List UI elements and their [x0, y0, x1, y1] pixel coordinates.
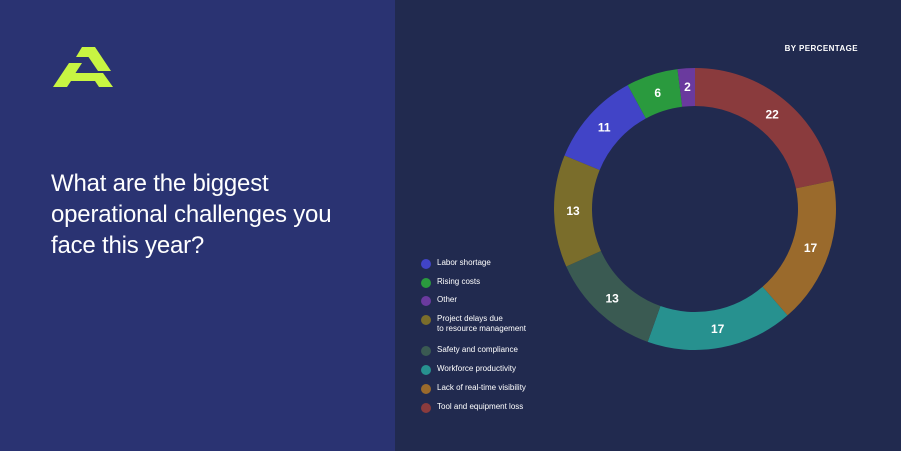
- legend-label: Other: [437, 295, 458, 304]
- donut-slice: [554, 155, 601, 267]
- legend-swatch: [421, 384, 431, 394]
- slice-value-label: 13: [605, 292, 619, 306]
- slice-value-label: 17: [804, 241, 818, 255]
- slice-value-label: 17: [711, 322, 725, 336]
- legend-item: Project delays due to resource managemen…: [421, 314, 557, 334]
- donut-slice: [762, 180, 836, 316]
- legend-swatch: [421, 278, 431, 288]
- legend-swatch: [421, 296, 431, 306]
- slice-value-label: 22: [765, 107, 779, 121]
- slice-value-label: 6: [654, 86, 661, 100]
- donut-slice: [564, 85, 646, 170]
- slice-value-label: 11: [598, 121, 611, 135]
- legend-label: Safety and compliance: [437, 345, 518, 354]
- donut-chart: 22 17 17 13 13 11 6 2: [554, 68, 836, 350]
- slice-value-label: 2: [684, 80, 691, 94]
- company-logo-icon: [53, 47, 113, 87]
- chart-subtitle: BY PERCENTAGE: [784, 44, 858, 53]
- legend-swatch: [421, 346, 431, 356]
- legend-item: Rising costs: [421, 277, 557, 288]
- legend-label: Rising costs: [437, 277, 481, 286]
- question-heading: What are the biggest operational challen…: [51, 170, 332, 259]
- donut-slice: [695, 68, 834, 189]
- legend-item: Labor shortage: [421, 258, 557, 269]
- legend-label: Labor shortage: [437, 258, 491, 267]
- legend-item: Workforce productivity: [421, 364, 557, 375]
- legend-label: Lack of real-time visibility: [437, 383, 526, 392]
- legend-label: Project delays due to resource managemen…: [437, 314, 526, 333]
- legend-item: Lack of real-time visibility: [421, 383, 557, 394]
- legend-item: Safety and compliance: [421, 345, 557, 356]
- donut-slice: [566, 250, 661, 342]
- legend-label: Workforce productivity: [437, 364, 516, 373]
- legend-item: Other: [421, 295, 557, 306]
- legend-swatch: [421, 315, 431, 325]
- slice-value-label: 13: [566, 204, 580, 218]
- legend-swatch: [421, 403, 431, 413]
- donut-slice: [627, 69, 683, 119]
- legend-item: Tool and equipment loss: [421, 402, 557, 413]
- donut-slice: [677, 68, 695, 107]
- legend-label: Tool and equipment loss: [437, 402, 524, 411]
- legend-swatch: [421, 365, 431, 375]
- left-panel: What are the biggest operational challen…: [0, 0, 395, 451]
- legend-swatch: [421, 259, 431, 269]
- donut-slice: [647, 286, 788, 350]
